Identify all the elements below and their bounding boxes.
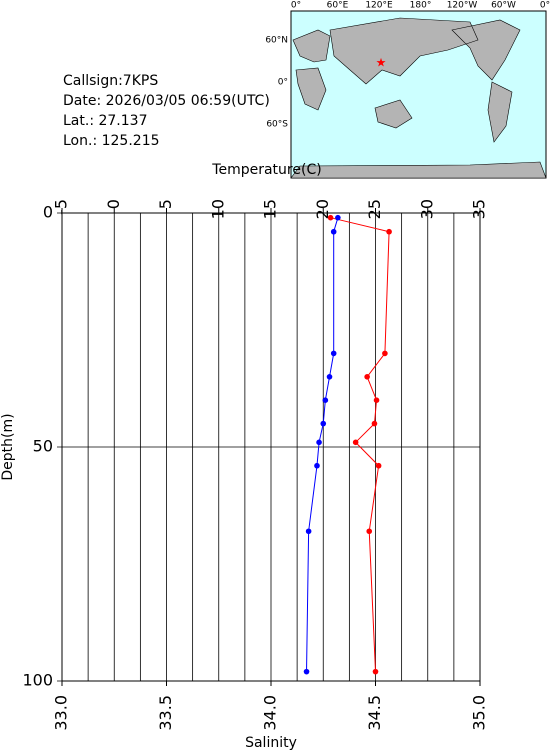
callsign: Callsign:7KPS	[63, 73, 158, 89]
x-bottom-tick-label: 33.5	[156, 695, 175, 731]
map-lon-label: 0°	[540, 1, 550, 11]
map-lon-label: 120°W	[447, 1, 478, 11]
x-bottom-tick-label: 35.0	[470, 695, 489, 731]
profile-point	[375, 462, 382, 469]
profile-point	[322, 397, 329, 404]
profile-line	[306, 217, 339, 672]
profile-point	[327, 214, 334, 221]
map: ★	[290, 10, 547, 179]
x-top-tick-label: -5	[52, 199, 71, 215]
profile-point	[372, 668, 379, 675]
x-bottom-tick-label: 34.0	[261, 695, 280, 731]
map-lat-label: 0°	[278, 78, 288, 88]
profile-point	[330, 228, 337, 235]
x-bottom-tick-label: 33.0	[52, 695, 71, 731]
profile-point	[382, 350, 388, 357]
x-top-tick-label: 15	[261, 199, 280, 219]
map-lat-label: 60°N	[265, 36, 288, 46]
x-top-tick-label: 25	[365, 199, 384, 219]
y-tick-label: 100	[22, 671, 53, 690]
station-marker: ★	[376, 56, 387, 70]
x-top-tick-label: 10	[208, 199, 227, 219]
profile-point	[366, 528, 373, 535]
latitude: Lat.: 27.137	[63, 113, 147, 129]
y-axis-label: Depth(m)	[0, 413, 16, 480]
y-tick-label: 0	[43, 203, 53, 222]
profile-point	[305, 528, 312, 535]
profile-point	[335, 214, 341, 221]
x-top-tick-label: 0	[104, 199, 123, 209]
map-lat-label: 60°S	[266, 120, 288, 130]
map-lon-label: 120°E	[365, 1, 393, 11]
profile-point	[373, 397, 380, 404]
x-top-tick-label: 5	[156, 199, 175, 209]
x-top-tick-label: 35	[470, 199, 489, 219]
profile-point	[326, 374, 333, 380]
map-lon-label: 60°W	[491, 1, 516, 11]
profile-point	[330, 350, 337, 357]
map-lon-label: 60°E	[327, 1, 349, 11]
date: Date: 2026/03/05 06:59(UTC)	[63, 93, 270, 109]
x-top-tick-label: 30	[417, 199, 436, 219]
profile-point	[314, 462, 320, 469]
y-tick-label: 50	[33, 437, 53, 456]
map-lon-label: 180°	[410, 1, 432, 11]
profile-point	[386, 228, 392, 235]
x-bottom-axis-label: Salinity	[245, 735, 297, 751]
longitude: Lon.: 125.215	[63, 133, 160, 149]
profile-point	[316, 439, 322, 446]
x-bottom-tick-label: 34.5	[365, 695, 384, 731]
map-land	[290, 17, 547, 179]
profile-line	[330, 217, 390, 672]
map-lon-label: 0°	[291, 1, 301, 11]
x-top-tick-label: 20	[313, 199, 332, 219]
profile-point	[364, 374, 370, 380]
profile-point	[320, 420, 327, 427]
x-top-axis-label: Temperature(C)	[211, 162, 321, 178]
profile-point	[371, 420, 378, 427]
profile-point	[352, 439, 359, 446]
profile-point	[303, 668, 310, 675]
